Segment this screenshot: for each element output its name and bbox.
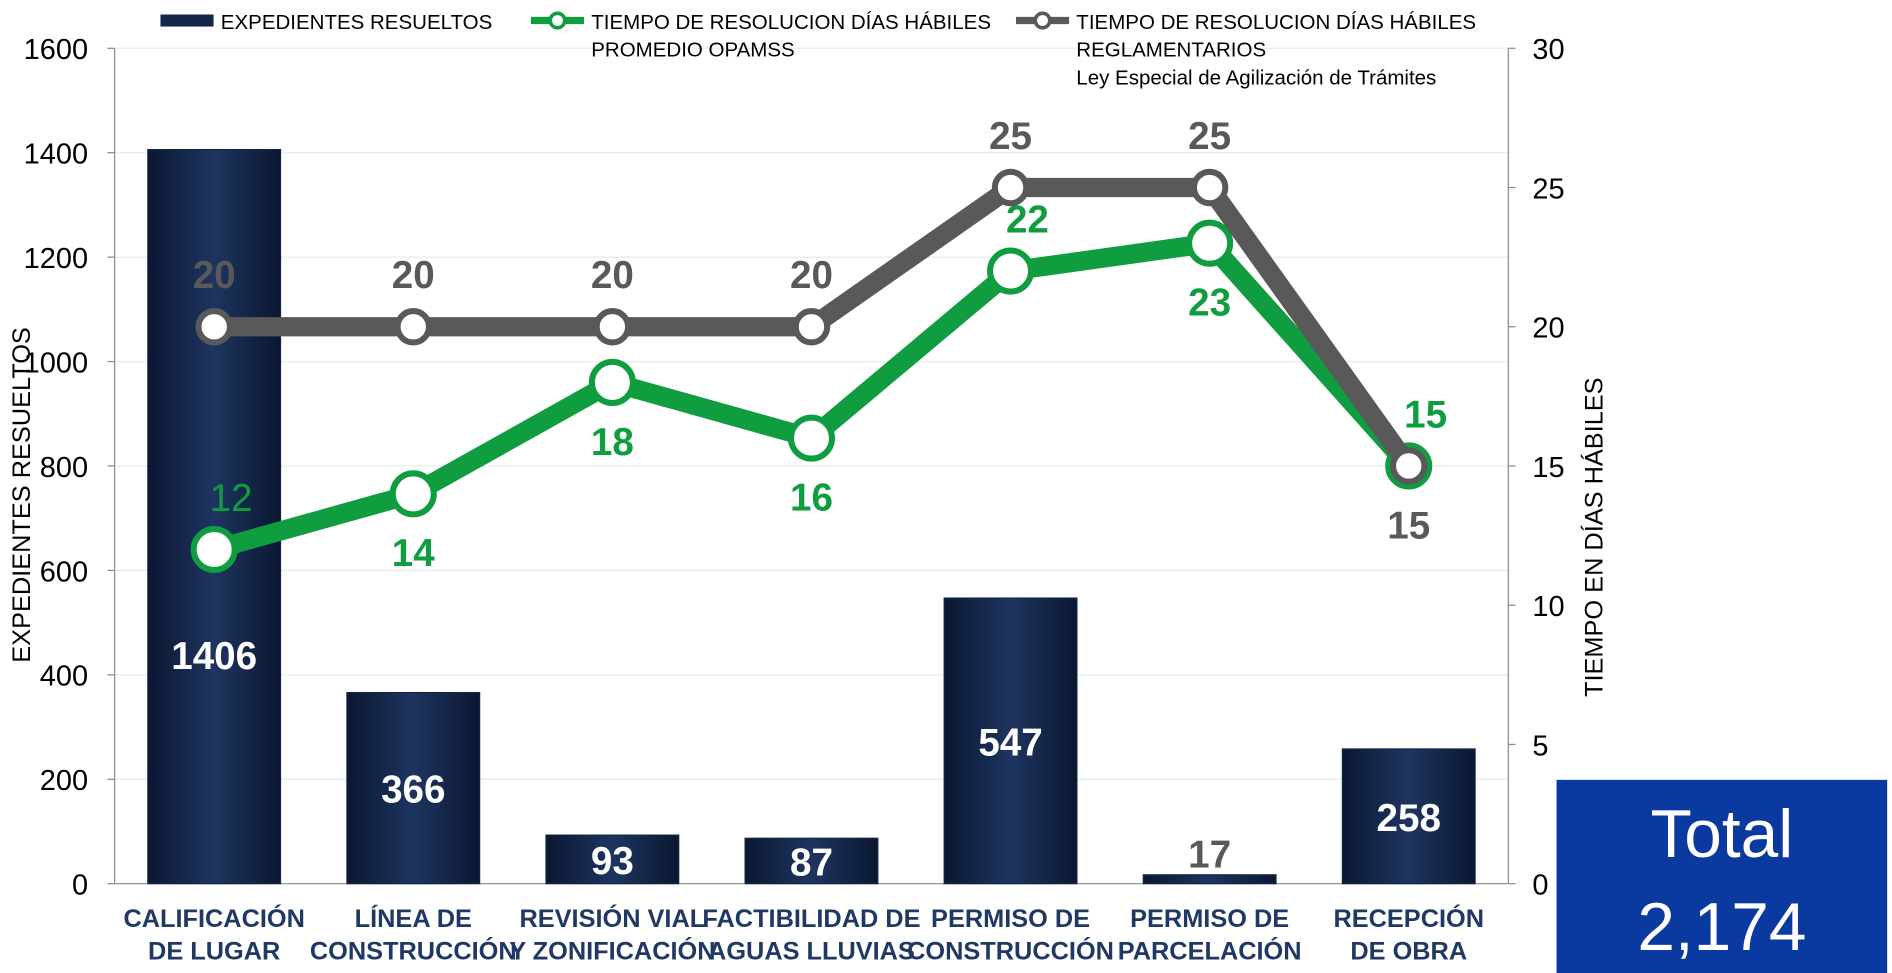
y-tick-label: 1200: [24, 243, 88, 275]
y2-tick-label: 0: [1532, 870, 1548, 902]
legend-label: TIEMPO DE RESOLUCION DÍAS HÁBILES PROMEDI…: [591, 11, 991, 62]
line-value-label: 15: [1387, 504, 1430, 547]
bar-value-label: 1406: [171, 635, 257, 678]
y-axis-label: EXPEDIENTES RESUELTOS: [8, 327, 36, 663]
line-point: [588, 358, 636, 406]
bar-value-label: 366: [381, 769, 445, 812]
y2-tick-label: 15: [1532, 452, 1564, 484]
line-point: [1186, 219, 1234, 267]
line-value-label: 25: [989, 115, 1032, 158]
line-point: [792, 308, 831, 346]
y2-tick-label: 30: [1532, 34, 1564, 66]
x-tick-label: CALIFICACIÓN DE LUGAR: [123, 903, 304, 966]
y2-tick-label: 20: [1532, 313, 1564, 345]
line-point: [389, 470, 437, 518]
line-value-label: 12: [210, 477, 253, 520]
line-value-label: 20: [193, 254, 236, 297]
line-value-label: 25: [1188, 115, 1231, 158]
y2-tick-label: 5: [1532, 730, 1548, 762]
bar: [1142, 874, 1277, 885]
line-value-label: 23: [1188, 282, 1231, 325]
line-value-label: 15: [1404, 393, 1447, 436]
total-box: [1556, 779, 1888, 973]
line-point: [787, 414, 835, 462]
line-point: [190, 525, 238, 574]
x-tick-label: LÍNEA DE CONSTRUCCIÓN: [310, 904, 517, 966]
bar-value-label: 17: [1188, 834, 1231, 877]
legend-swatch-point: [548, 11, 567, 30]
x-tick-label: PERMISO DE CONSTRUCCIÓN: [907, 905, 1114, 966]
y-tick-label: 200: [40, 765, 88, 797]
y2-tick-label: 10: [1532, 591, 1564, 623]
y-tick-label: 800: [40, 452, 88, 484]
y-tick-label: 600: [40, 556, 88, 588]
x-tick-label: PERMISO DE PARCELACIÓN: [1118, 905, 1302, 966]
legend-swatch: [160, 14, 214, 27]
line-point: [593, 308, 632, 346]
line-point: [987, 247, 1035, 295]
line-point: [195, 308, 233, 346]
line-value-label: 16: [790, 477, 833, 520]
bar: [346, 691, 481, 885]
line-value-label: 20: [392, 254, 435, 297]
bar-value-label: 547: [978, 721, 1042, 764]
line-point: [991, 168, 1030, 207]
line-point: [1390, 447, 1428, 485]
line-point: [1190, 168, 1229, 207]
x-tick-label: FACTIBILIDAD DE AGUAS LLUVIAS: [702, 905, 920, 966]
bar: [943, 597, 1078, 885]
legend-label: EXPEDIENTES RESUELTOS: [221, 11, 492, 34]
total-label: Total: [1651, 797, 1794, 872]
y-tick-label: 1000: [24, 347, 88, 379]
bar-value-label: 87: [790, 841, 833, 884]
legend-label: TIEMPO DE RESOLUCION DÍAS HÁBILES REGLAME…: [1076, 11, 1476, 90]
line-value-label: 20: [790, 254, 833, 297]
bar: [744, 837, 879, 885]
legend-swatch-point: [1033, 11, 1052, 30]
line-value-label: 18: [591, 421, 634, 464]
line-value-label: 20: [591, 254, 634, 297]
line-value-label: 14: [392, 532, 435, 575]
bar: [1341, 748, 1476, 885]
x-tick-label: REVISIÓN VIAL Y ZONIFICACIÓN: [509, 903, 715, 966]
bar: [545, 834, 680, 885]
y-tick-label: 1400: [24, 139, 88, 171]
y-tick-label: 1600: [24, 34, 88, 66]
y-tick-label: 0: [72, 870, 88, 902]
x-tick-label: RECEPCIÓN DE OBRA: [1333, 903, 1484, 966]
y-tick-label: 400: [40, 661, 88, 693]
total-value: 2,174: [1637, 890, 1806, 965]
bar-value-label: 93: [591, 840, 634, 883]
bar: [147, 148, 282, 885]
y2-tick-label: 25: [1532, 173, 1564, 205]
bar-value-label: 258: [1377, 797, 1441, 840]
line-point: [394, 308, 432, 346]
y2-axis-label: TIEMPO EN DÍAS HÁBILES: [1579, 377, 1608, 697]
